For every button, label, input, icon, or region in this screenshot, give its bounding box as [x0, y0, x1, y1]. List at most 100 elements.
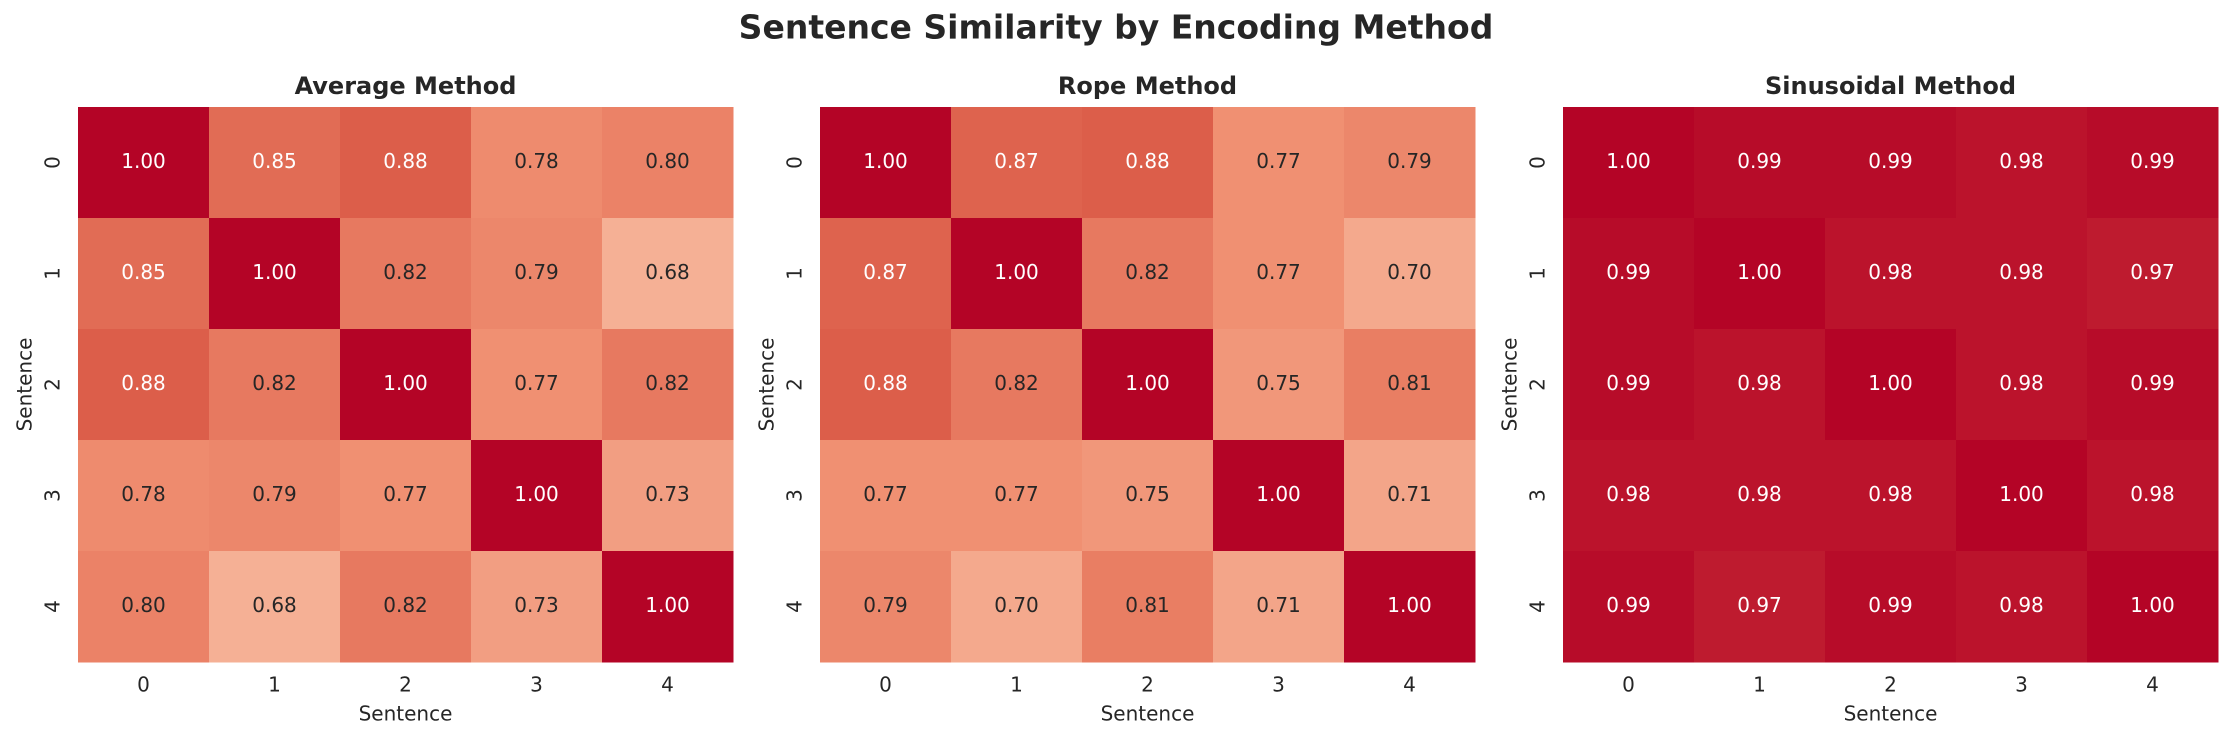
- cell-label: 0.77: [514, 371, 559, 395]
- heatmap-cell: [340, 107, 472, 219]
- cell-label: 0.88: [383, 149, 428, 173]
- heatmap-cell: [1213, 329, 1345, 441]
- subplot-title: Rope Method: [1058, 72, 1237, 100]
- y-tick-label: 1: [1526, 267, 1550, 280]
- cell-label: 0.99: [1868, 593, 1913, 617]
- heatmap-cell: [1825, 107, 1957, 219]
- x-tick-label: 2: [1141, 673, 1154, 697]
- cell-label: 0.99: [1737, 149, 1782, 173]
- heatmap-cell: [209, 107, 341, 219]
- heatmap-cell: [820, 218, 952, 330]
- heatmap-cell: [2087, 551, 2219, 663]
- cell-label: 0.99: [2130, 149, 2175, 173]
- cell-label: 0.98: [1999, 371, 2044, 395]
- x-tick-label: 0: [879, 673, 892, 697]
- cell-label: 0.79: [252, 482, 297, 506]
- cell-label: 1.00: [2130, 593, 2175, 617]
- cell-label: 0.77: [1256, 260, 1301, 284]
- heatmap-cell: [951, 107, 1083, 219]
- cell-label: 0.71: [1256, 593, 1301, 617]
- cell-label: 1.00: [252, 260, 297, 284]
- x-tick-label: 1: [1753, 673, 1766, 697]
- cell-label: 0.98: [1999, 149, 2044, 173]
- heatmap-cell: [602, 440, 734, 552]
- heatmap-cell: [1825, 329, 1957, 441]
- heatmap-cell: [1344, 551, 1476, 663]
- cell-label: 0.88: [863, 371, 908, 395]
- heatmap-cell: [1694, 551, 1826, 663]
- cell-label: 0.77: [994, 482, 1039, 506]
- cell-label: 0.85: [252, 149, 297, 173]
- heatmap-cell: [1563, 329, 1695, 441]
- heatmap-cell: [1694, 218, 1826, 330]
- y-axis-label: Sentence: [13, 338, 37, 432]
- x-tick-label: 4: [661, 673, 674, 697]
- heatmap-cell: [2087, 107, 2219, 219]
- x-tick-label: 4: [1403, 673, 1416, 697]
- cell-label: 1.00: [1125, 371, 1170, 395]
- heatmap-cell: [2087, 329, 2219, 441]
- y-tick-label: 1: [783, 267, 807, 280]
- heatmap-cell: [602, 329, 734, 441]
- cell-label: 1.00: [1256, 482, 1301, 506]
- cell-label: 0.82: [645, 371, 690, 395]
- cell-label: 0.88: [1125, 149, 1170, 173]
- heatmap-cell: [1956, 440, 2088, 552]
- heatmap-cell: [820, 329, 952, 441]
- heatmap-cell: [1694, 329, 1826, 441]
- heatmap-cell: [1344, 329, 1476, 441]
- heatmap-cell: [471, 107, 603, 219]
- heatmap-cell: [471, 329, 603, 441]
- cell-label: 0.99: [1606, 371, 1651, 395]
- cell-label: 0.98: [1868, 260, 1913, 284]
- heatmap-cell: [209, 218, 341, 330]
- cell-label: 0.81: [1387, 371, 1432, 395]
- heatmap-cell: [1213, 551, 1345, 663]
- cell-label: 0.78: [121, 482, 166, 506]
- y-axis-label: Sentence: [1498, 338, 1522, 432]
- cell-label: 0.68: [252, 593, 297, 617]
- cell-label: 0.98: [1868, 482, 1913, 506]
- heatmap-cell: [1082, 107, 1214, 219]
- heatmap-cell: [951, 551, 1083, 663]
- cell-label: 0.77: [1256, 149, 1301, 173]
- y-tick-label: 3: [1526, 489, 1550, 502]
- x-tick-label: 3: [530, 673, 543, 697]
- cell-label: 0.77: [863, 482, 908, 506]
- cell-label: 0.71: [1387, 482, 1432, 506]
- heatmap-cell: [1825, 551, 1957, 663]
- heatmap-cell: [1082, 218, 1214, 330]
- cell-label: 0.80: [121, 593, 166, 617]
- cell-label: 1.00: [1999, 482, 2044, 506]
- heatmap-cell: [602, 551, 734, 663]
- subplot-title: Average Method: [295, 72, 517, 100]
- cell-label: 1.00: [994, 260, 1039, 284]
- heatmap-cell: [78, 218, 210, 330]
- heatmap-cell: [78, 329, 210, 441]
- cell-label: 0.70: [1387, 260, 1432, 284]
- heatmap-cell: [1825, 218, 1957, 330]
- cell-label: 0.81: [1125, 593, 1170, 617]
- x-axis-label: Sentence: [1844, 702, 1938, 726]
- y-tick-label: 4: [1526, 600, 1550, 613]
- heatmap-cell: [951, 440, 1083, 552]
- cell-label: 0.79: [514, 260, 559, 284]
- cell-label: 0.99: [1606, 593, 1651, 617]
- heatmap-cell: [820, 107, 952, 219]
- heatmap-cell: [1344, 218, 1476, 330]
- heatmap-cell: [340, 218, 472, 330]
- cell-label: 0.98: [1737, 482, 1782, 506]
- cell-label: 0.75: [1125, 482, 1170, 506]
- heatmap-cell: [1082, 440, 1214, 552]
- heatmap-cell: [1825, 440, 1957, 552]
- y-tick-label: 1: [41, 267, 65, 280]
- cell-label: 0.88: [121, 371, 166, 395]
- cell-label: 0.73: [514, 593, 559, 617]
- y-tick-label: 3: [783, 489, 807, 502]
- cell-label: 0.70: [994, 593, 1039, 617]
- x-tick-label: 2: [1884, 673, 1897, 697]
- y-tick-label: 3: [41, 489, 65, 502]
- heatmap-cell: [820, 440, 952, 552]
- heatmap-cell: [78, 440, 210, 552]
